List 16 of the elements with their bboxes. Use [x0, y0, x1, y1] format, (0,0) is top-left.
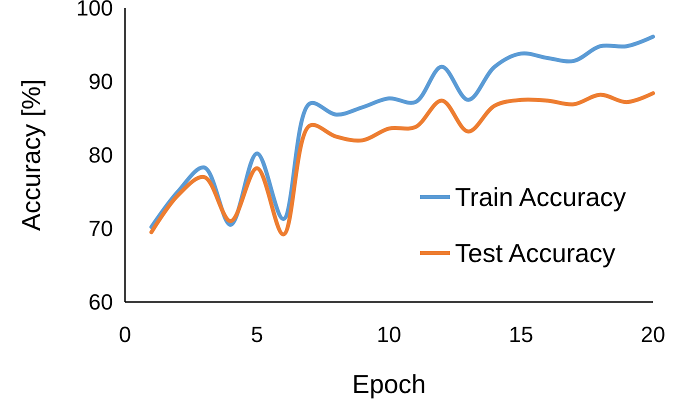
y-tick-label: 100 [76, 0, 113, 20]
x-tick-label: 15 [508, 322, 534, 347]
line-series [149, 91, 655, 236]
line-series [149, 34, 655, 230]
x-tick-label: 0 [118, 322, 132, 347]
legend-label: Test Accuracy [455, 238, 616, 268]
x-tick-label: 5 [250, 322, 264, 347]
y-tick-label: 90 [88, 69, 113, 94]
x-tick-label: 20 [640, 322, 666, 347]
y-tick-label: 60 [88, 290, 113, 314]
legend-label: Train Accuracy [455, 182, 626, 212]
x-tick-label: 10 [376, 322, 402, 347]
y-axis-title: Accuracy [%] [16, 79, 46, 231]
y-tick-label: 80 [88, 142, 113, 168]
y-tick-label: 70 [88, 216, 113, 241]
x-axis-title: Epoch [352, 369, 426, 399]
